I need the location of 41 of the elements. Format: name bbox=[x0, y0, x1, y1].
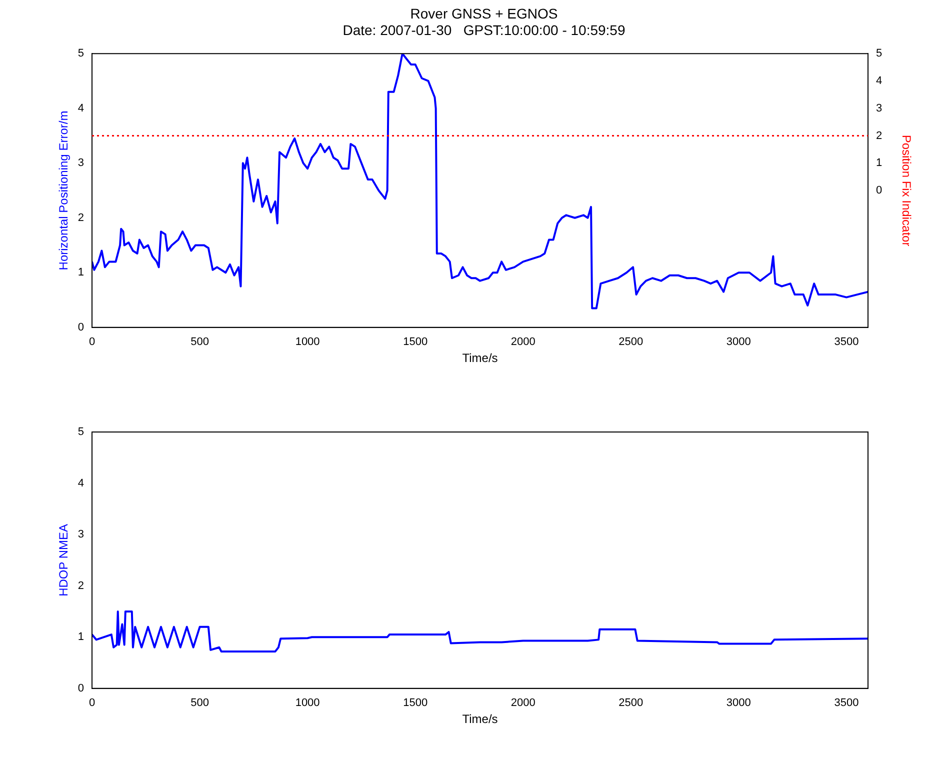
y-axis-title: HDOP NMEA bbox=[56, 524, 71, 596]
x-tick-label: 1500 bbox=[403, 697, 428, 710]
x-tick-label: 2500 bbox=[618, 336, 644, 348]
x-axis-title: Time/s bbox=[462, 351, 498, 366]
x-tick-label: 1000 bbox=[295, 697, 320, 710]
y-tick-label: 4 bbox=[78, 477, 84, 490]
y2-tick-label: 0 bbox=[876, 184, 882, 197]
x-tick-label: 0 bbox=[88, 697, 96, 710]
y-tick-label: 1 bbox=[78, 266, 84, 279]
x-tick-label: 500 bbox=[190, 697, 209, 710]
y2-tick-label: 2 bbox=[876, 130, 882, 142]
x-tick-label: 0 bbox=[88, 336, 96, 348]
y-tick-label: 3 bbox=[78, 157, 84, 170]
x-tick-label: 3000 bbox=[726, 336, 751, 348]
x-tick-label: 2500 bbox=[618, 697, 644, 710]
x-tick-label: 3500 bbox=[834, 336, 859, 348]
y-tick-label: 2 bbox=[78, 580, 84, 592]
y2-tick-label: 5 bbox=[876, 48, 882, 60]
y2-tick-label: 4 bbox=[876, 75, 882, 88]
y-tick-label: 2 bbox=[78, 212, 84, 224]
x-tick-label: 2000 bbox=[510, 336, 536, 348]
chart-subtitle: Date: 2007-01-30 GPST:10:00:00 - 10:59:59 bbox=[342, 22, 626, 38]
y-tick-label: 5 bbox=[78, 48, 84, 60]
x-tick-label: 2000 bbox=[510, 697, 536, 710]
y-tick-label: 5 bbox=[78, 426, 84, 438]
x-tick-label: 3000 bbox=[726, 697, 751, 710]
y-tick-label: 1 bbox=[78, 631, 84, 644]
y-tick-label: 4 bbox=[78, 102, 84, 114]
y-tick-label: 0 bbox=[78, 682, 84, 694]
y-tick-label: 3 bbox=[78, 528, 84, 541]
x-tick-label: 1500 bbox=[403, 336, 428, 348]
y-axis-title: Horizontal Positioning Error/m bbox=[56, 110, 71, 270]
y2-tick-label: 3 bbox=[876, 102, 882, 114]
y-tick-label: 0 bbox=[78, 321, 84, 334]
x-axis-title: Time/s bbox=[462, 712, 498, 726]
y2-tick-label: 1 bbox=[876, 157, 882, 170]
x-tick-label: 3500 bbox=[834, 697, 859, 710]
x-tick-label: 500 bbox=[190, 336, 209, 348]
x-tick-label: 1000 bbox=[295, 336, 320, 348]
y2-axis-title: Position Fix Indicator bbox=[899, 134, 914, 246]
chart-title: Rover GNSS + EGNOS bbox=[410, 5, 558, 22]
